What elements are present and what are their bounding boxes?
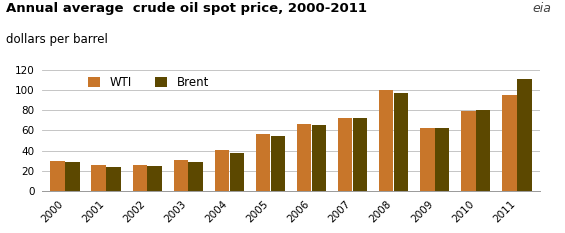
- Text: Annual average  crude oil spot price, 2000-2011: Annual average crude oil spot price, 200…: [6, 2, 367, 15]
- Bar: [215, 150, 229, 191]
- Bar: [353, 118, 367, 191]
- Bar: [147, 166, 162, 191]
- Bar: [517, 79, 532, 191]
- Bar: [476, 110, 490, 191]
- Bar: [92, 165, 106, 191]
- Bar: [338, 118, 353, 191]
- Bar: [173, 160, 188, 191]
- Legend: WTI, Brent: WTI, Brent: [88, 76, 209, 89]
- Bar: [502, 95, 517, 191]
- Bar: [189, 162, 203, 191]
- Text: dollars per barrel: dollars per barrel: [6, 33, 107, 46]
- Bar: [50, 161, 65, 191]
- Bar: [133, 165, 147, 191]
- Bar: [435, 128, 449, 191]
- Bar: [256, 134, 270, 191]
- Bar: [420, 128, 434, 191]
- Bar: [297, 124, 311, 191]
- Bar: [106, 167, 121, 191]
- Bar: [312, 125, 326, 191]
- Bar: [379, 90, 393, 191]
- Bar: [229, 153, 244, 191]
- Bar: [461, 111, 476, 191]
- Bar: [65, 162, 80, 191]
- Text: eia: eia: [532, 2, 551, 15]
- Bar: [271, 136, 285, 191]
- Bar: [394, 93, 408, 191]
